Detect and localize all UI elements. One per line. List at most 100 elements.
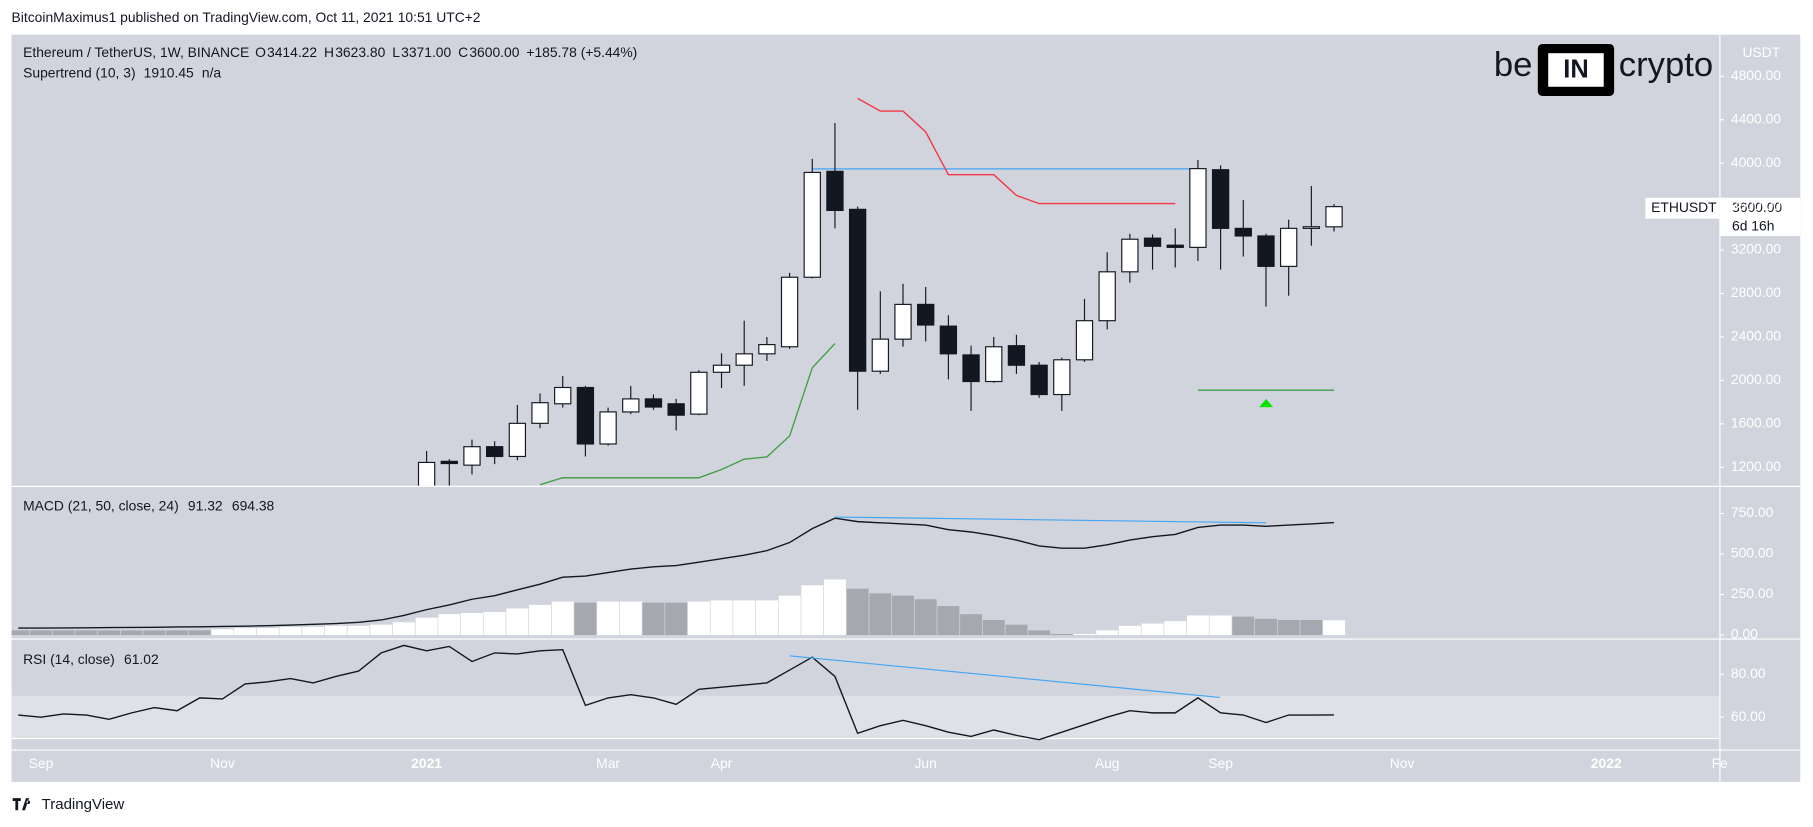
histogram-bar	[1096, 630, 1119, 636]
candle-body	[826, 170, 844, 212]
watermark-box-inner	[1548, 53, 1604, 87]
x-tick-label: 2022	[1591, 755, 1622, 771]
candle-body	[939, 325, 958, 355]
x-tick-label: Fe	[1712, 755, 1728, 771]
legend-title: RSI (14, close)	[23, 651, 115, 667]
candle-body	[644, 398, 663, 408]
x-tick-label: Sep	[1208, 755, 1233, 771]
candle-body	[1257, 235, 1275, 267]
supertrend-up	[539, 343, 1335, 486]
macd-pane	[11, 517, 1346, 636]
histogram-bar	[574, 602, 597, 636]
rsi-line	[18, 644, 1335, 741]
histogram-bar	[755, 600, 778, 636]
watermark-text: be	[1494, 46, 1533, 84]
legend-letter: L	[392, 44, 400, 60]
histogram-bar	[188, 630, 211, 636]
candle-body	[962, 354, 980, 383]
countdown: 6d 16h	[1732, 217, 1774, 233]
histogram-bar	[1232, 616, 1255, 636]
histogram-bar	[1323, 620, 1346, 636]
x-tick-label: Apr	[711, 755, 733, 771]
candle-body	[735, 353, 753, 366]
histogram-bar	[75, 630, 98, 636]
y-tick-label: 2400.00	[1731, 328, 1781, 344]
histogram-bar	[1209, 615, 1232, 636]
trend-line	[789, 655, 1220, 699]
publisher: BitcoinMaximus1 published on TradingView…	[12, 9, 481, 25]
candle-body	[531, 402, 549, 424]
histogram-bar	[801, 585, 824, 636]
currency: USDT	[1742, 44, 1780, 60]
x-tick-label: Jun	[915, 755, 937, 771]
candle-body	[1302, 226, 1321, 229]
histogram-bar	[733, 600, 756, 636]
histogram-bar	[665, 602, 688, 636]
histogram-bar	[302, 626, 325, 636]
candle-body	[1211, 169, 1230, 229]
y-tick-label: 4000.00	[1731, 154, 1781, 170]
histogram-bar	[1028, 630, 1051, 636]
footer-logo	[12, 798, 31, 811]
histogram-bar	[619, 601, 642, 636]
x-tick-label: Aug	[1095, 755, 1120, 771]
histogram-bar	[98, 630, 120, 636]
candle-body	[803, 171, 821, 278]
macd-line	[18, 517, 1335, 629]
y-tick-label: 80.00	[1731, 665, 1766, 681]
candle-body	[554, 386, 572, 405]
histogram-bar	[823, 579, 846, 636]
histogram-bar	[892, 595, 914, 636]
legend-title: MACD (21, 50, close, 24)	[23, 497, 179, 513]
histogram-bar	[29, 630, 52, 636]
candle-body	[1007, 345, 1026, 366]
legend-value: 61.02	[124, 651, 159, 667]
histogram-bar	[460, 613, 483, 636]
candle-body	[440, 460, 458, 465]
price-pane	[417, 97, 1343, 486]
y-tick-label: 0.00	[1731, 626, 1758, 642]
histogram-bar	[914, 599, 937, 636]
histogram-bar	[1005, 624, 1028, 636]
legend-value: 3623.80	[335, 44, 385, 60]
legend-letter: O	[255, 44, 266, 60]
histogram-bar	[529, 604, 552, 636]
candle-body	[1279, 227, 1298, 267]
x-tick-label: Mar	[596, 755, 620, 771]
footer-text: TradingView	[42, 796, 125, 813]
histogram-bar	[869, 593, 892, 636]
y-tick-label: 2000.00	[1731, 371, 1781, 387]
histogram-bar	[778, 595, 801, 636]
candle-body	[1143, 237, 1162, 247]
candle-body	[463, 446, 481, 466]
histogram-bar	[392, 622, 415, 636]
legend-value: 3414.22	[267, 44, 317, 60]
chart-background	[11, 34, 1801, 782]
candle-body	[576, 386, 595, 445]
watermark-text: crypto	[1619, 46, 1713, 84]
y-tick-label: 4400.00	[1731, 110, 1781, 126]
histogram-bar	[982, 619, 1005, 636]
symbol-box	[1645, 197, 1720, 219]
watermark: be IN crypto	[1494, 43, 1713, 97]
last-price: 3600.00	[1732, 199, 1782, 215]
symbol-label: ETHUSDT	[1651, 199, 1717, 215]
y-tick-label: 60.00	[1731, 708, 1766, 724]
histogram-bar	[324, 625, 347, 636]
signal-marker	[1259, 399, 1274, 408]
histogram-bar	[937, 606, 960, 636]
histogram-bar	[597, 601, 620, 636]
candle-body	[712, 364, 731, 373]
histogram-bar	[11, 630, 30, 636]
histogram-bar	[1186, 615, 1209, 636]
y-tick-label: 750.00	[1731, 504, 1774, 520]
candle-body	[1030, 364, 1048, 396]
histogram-bar	[166, 630, 189, 636]
histogram-bar	[1300, 619, 1323, 636]
y-tick-label: 1200.00	[1731, 458, 1781, 474]
candle-body	[1098, 271, 1116, 322]
histogram-bar	[256, 628, 279, 636]
candle-body	[758, 344, 776, 355]
candle-body	[485, 446, 504, 458]
histogram-bar	[234, 628, 257, 636]
